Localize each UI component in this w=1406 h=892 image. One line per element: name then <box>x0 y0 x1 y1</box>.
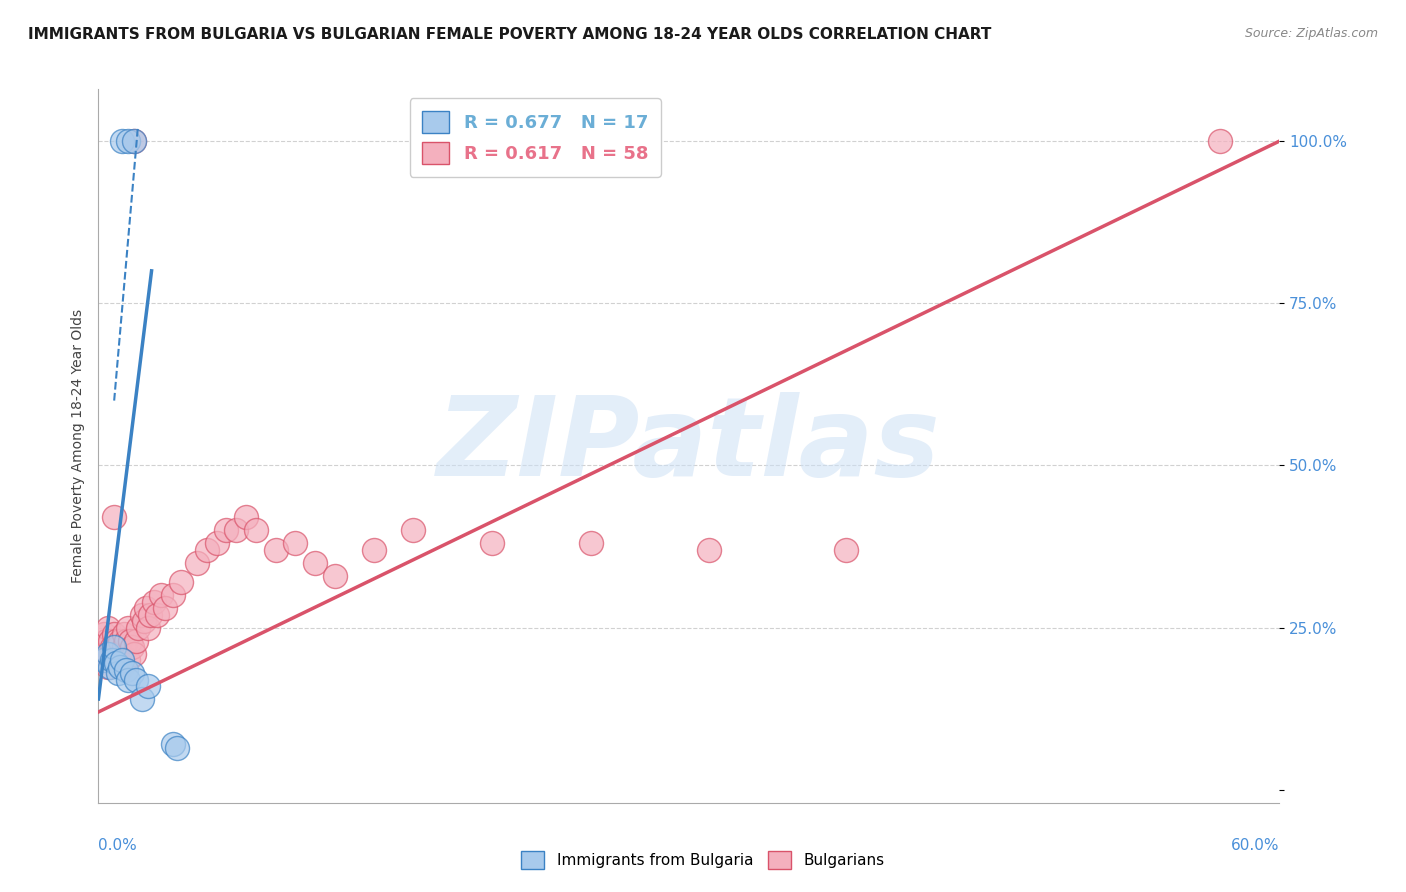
Point <box>96 647 118 661</box>
Point <box>195 542 218 557</box>
Point <box>97 647 120 661</box>
Point <box>105 657 128 671</box>
Point <box>103 510 125 524</box>
Point <box>245 524 267 538</box>
Legend: R = 0.677   N = 17, R = 0.617   N = 58: R = 0.677 N = 17, R = 0.617 N = 58 <box>409 98 661 177</box>
Text: IMMIGRANTS FROM BULGARIA VS BULGARIAN FEMALE POVERTY AMONG 18-24 YEAR OLDS CORRE: IMMIGRANTS FROM BULGARIA VS BULGARIAN FE… <box>28 27 991 42</box>
Text: 60.0%: 60.0% <box>1232 838 1279 854</box>
Point <box>107 640 129 654</box>
Point <box>402 524 425 538</box>
Point <box>186 556 208 570</box>
Point <box>97 659 120 673</box>
Point <box>115 633 138 648</box>
Point <box>481 536 503 550</box>
Point <box>105 647 128 661</box>
Point <box>150 588 173 602</box>
Point <box>579 536 602 550</box>
Point <box>115 663 138 677</box>
Point <box>323 568 346 582</box>
Point <box>131 607 153 622</box>
Point <box>117 673 139 687</box>
Point <box>107 653 129 667</box>
Point <box>103 627 125 641</box>
Point <box>225 524 247 538</box>
Point <box>118 633 141 648</box>
Point <box>122 647 145 661</box>
Point <box>132 614 155 628</box>
Point <box>142 595 165 609</box>
Point <box>111 659 134 673</box>
Point <box>93 627 115 641</box>
Point <box>125 633 148 648</box>
Point <box>155 601 177 615</box>
Y-axis label: Female Poverty Among 18-24 Year Olds: Female Poverty Among 18-24 Year Olds <box>70 309 84 583</box>
Point <box>170 575 193 590</box>
Point <box>111 134 134 148</box>
Point <box>117 621 139 635</box>
Point <box>162 738 184 752</box>
Point <box>1209 134 1232 148</box>
Point <box>98 633 121 648</box>
Point <box>108 633 131 648</box>
Point <box>125 673 148 687</box>
Point <box>121 640 143 654</box>
Point <box>111 653 134 667</box>
Point <box>135 601 157 615</box>
Point <box>127 621 149 635</box>
Point <box>98 659 121 673</box>
Point <box>136 621 159 635</box>
Point <box>235 510 257 524</box>
Point <box>136 679 159 693</box>
Text: Source: ZipAtlas.com: Source: ZipAtlas.com <box>1244 27 1378 40</box>
Legend: Immigrants from Bulgaria, Bulgarians: Immigrants from Bulgaria, Bulgarians <box>515 845 891 875</box>
Point <box>304 556 326 570</box>
Point <box>93 653 115 667</box>
Point <box>264 542 287 557</box>
Point <box>146 607 169 622</box>
Point <box>166 740 188 755</box>
Point <box>122 134 145 148</box>
Text: ZIPatlas: ZIPatlas <box>437 392 941 500</box>
Point <box>215 524 238 538</box>
Point <box>131 692 153 706</box>
Point <box>98 647 121 661</box>
Point <box>162 588 184 602</box>
Point <box>363 542 385 557</box>
Point <box>117 134 139 148</box>
Point <box>205 536 228 550</box>
Point <box>121 666 143 681</box>
Point <box>107 666 129 681</box>
Point <box>101 653 124 667</box>
Point <box>284 536 307 550</box>
Point <box>105 633 128 648</box>
Point <box>108 659 131 673</box>
Text: 0.0%: 0.0% <box>98 838 138 854</box>
Point <box>112 640 135 654</box>
Point <box>103 640 125 654</box>
Point <box>835 542 858 557</box>
Point <box>91 640 114 654</box>
Point <box>96 633 118 648</box>
Point <box>97 621 120 635</box>
Point <box>101 653 124 667</box>
Point <box>697 542 720 557</box>
Point <box>117 653 139 667</box>
Point <box>101 640 124 654</box>
Point <box>122 134 145 148</box>
Point <box>112 627 135 641</box>
Point <box>103 640 125 654</box>
Point <box>138 607 160 622</box>
Point <box>89 653 111 667</box>
